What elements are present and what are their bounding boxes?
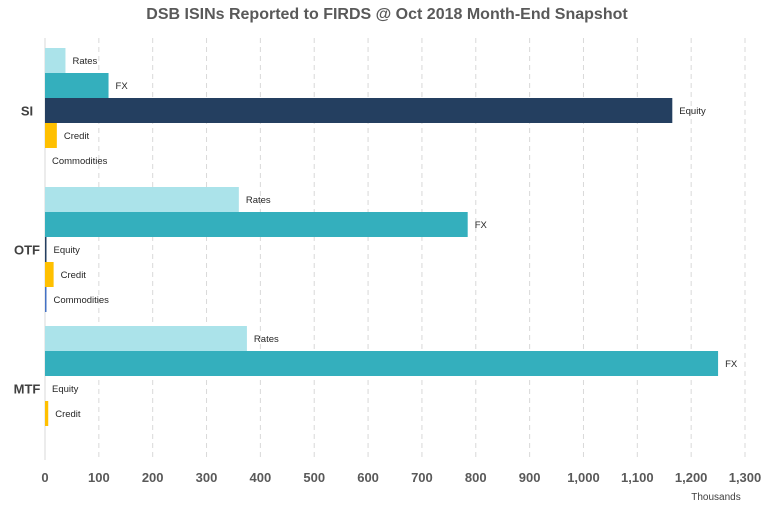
data-label: Rates	[254, 334, 279, 345]
data-label: Commodities	[54, 295, 110, 306]
bar-otf-rates	[45, 187, 239, 212]
data-label: FX	[116, 81, 129, 92]
x-tick-label: 400	[250, 470, 272, 485]
data-label: Equity	[54, 245, 81, 256]
bar-otf-commodities	[45, 287, 47, 312]
data-label: Rates	[246, 195, 271, 206]
x-tick-label: 0	[41, 470, 48, 485]
data-label: FX	[725, 359, 738, 370]
x-tick-label: 900	[519, 470, 541, 485]
x-tick-label: 500	[303, 470, 325, 485]
data-label: Equity	[679, 106, 706, 117]
bar-mtf-rates	[45, 326, 247, 351]
x-tick-label: 800	[465, 470, 487, 485]
category-label-mtf: MTF	[14, 382, 41, 397]
bar-otf-credit	[45, 262, 54, 287]
x-tick-label: 100	[88, 470, 110, 485]
data-label: Credit	[55, 409, 81, 420]
bar-si-equity	[45, 98, 673, 123]
data-label: FX	[475, 220, 488, 231]
x-tick-label: 700	[411, 470, 433, 485]
category-label-otf: OTF	[14, 243, 40, 258]
data-label: Equity	[52, 384, 79, 395]
bar-mtf-fx	[45, 351, 719, 376]
bar-si-rates	[45, 48, 66, 73]
x-unit-label: Thousands	[691, 492, 740, 503]
x-tick-label: 1,300	[729, 470, 762, 485]
bar-otf-fx	[45, 212, 468, 237]
x-tick-label: 1,100	[621, 470, 654, 485]
bar-mtf-credit	[45, 401, 49, 426]
x-tick-label: 1,000	[567, 470, 600, 485]
x-tick-label: 200	[142, 470, 164, 485]
data-label: Commodities	[52, 156, 108, 167]
x-tick-label: 600	[357, 470, 379, 485]
x-tick-label: 300	[196, 470, 218, 485]
category-label-si: SI	[21, 104, 33, 119]
bar-otf-equity	[45, 237, 47, 262]
bar-si-credit	[45, 123, 57, 148]
chart-title: DSB ISINs Reported to FIRDS @ Oct 2018 M…	[146, 6, 628, 23]
data-label: Credit	[64, 131, 90, 142]
bar-si-fx	[45, 73, 109, 98]
data-label: Credit	[61, 270, 87, 281]
data-label: Rates	[72, 56, 97, 67]
x-tick-label: 1,200	[675, 470, 708, 485]
